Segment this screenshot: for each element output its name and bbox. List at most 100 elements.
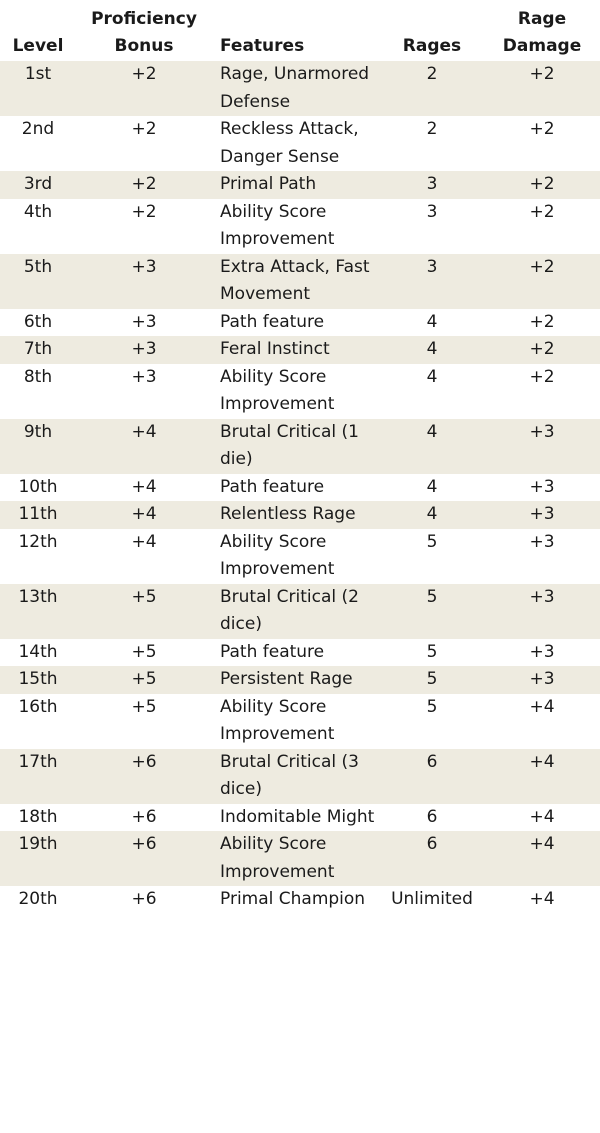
cell-proficiency-bonus: +5 bbox=[76, 583, 212, 639]
cell-proficiency-bonus: +2 bbox=[131, 201, 157, 222]
cell-rage-damage: +2 bbox=[529, 119, 555, 139]
table-row: 5th +3 Extra Attack, Fast Movement 3 +2 bbox=[0, 253, 600, 309]
cell-features: Relentless Rage bbox=[212, 501, 380, 529]
cell-features: Brutal Critical (3 dice) bbox=[212, 748, 380, 804]
cell-proficiency-bonus: +2 bbox=[76, 171, 212, 199]
cell-rages: 3 bbox=[426, 201, 438, 222]
cell-features: Indomitable Might bbox=[220, 806, 375, 827]
cell-features: Brutal Critical (1 die) bbox=[212, 418, 380, 474]
table-row: 11th +4 Relentless Rage 4 +3 bbox=[0, 501, 600, 529]
cell-features: Ability Score Improvement bbox=[220, 696, 335, 745]
cell-proficiency-bonus: +4 bbox=[131, 476, 157, 497]
cell-rage-damage: +3 bbox=[484, 666, 600, 694]
cell-rage-damage: +3 bbox=[529, 641, 555, 662]
cell-proficiency-bonus: +6 bbox=[76, 748, 212, 804]
table-row: 1st +2 Rage, Unarmored Defense 2 +2 bbox=[0, 61, 600, 116]
cell-level: 2nd bbox=[21, 119, 55, 139]
table-row: 14th +5 Path feature 5 +3 bbox=[0, 639, 600, 667]
cell-rage-damage: +2 bbox=[484, 61, 600, 116]
table-row: 4th +2 Ability Score Improvement 3 +2 bbox=[0, 199, 600, 254]
cell-rages: 6 bbox=[426, 806, 438, 827]
header-row: Level Proficiency Bonus Features Rages R… bbox=[0, 0, 600, 61]
cell-features: Ability Score Improvement bbox=[220, 531, 335, 580]
cell-proficiency-bonus: +5 bbox=[76, 666, 212, 694]
cell-proficiency-bonus: +6 bbox=[131, 889, 157, 909]
cell-features: Feral Instinct bbox=[212, 336, 380, 364]
cell-level: 11th bbox=[0, 501, 76, 529]
cell-features: Primal Champion bbox=[220, 889, 366, 909]
cell-level: 7th bbox=[0, 336, 76, 364]
cell-level: 6th bbox=[23, 311, 53, 332]
header-rage-damage: Rage Damage bbox=[502, 9, 582, 56]
cell-level: 18th bbox=[18, 806, 58, 827]
cell-level: 20th bbox=[18, 889, 58, 909]
cell-rage-damage: +4 bbox=[484, 831, 600, 886]
cell-features: Brutal Critical (2 dice) bbox=[212, 583, 380, 639]
cell-proficiency-bonus: +3 bbox=[76, 336, 212, 364]
table-row: 6th +3 Path feature 4 +2 bbox=[0, 309, 600, 337]
cell-level: 8th bbox=[23, 366, 53, 387]
cell-rages: 4 bbox=[426, 366, 438, 387]
table-body: 1st +2 Rage, Unarmored Defense 2 +2 2nd +2 Reck… bbox=[0, 61, 600, 914]
cell-rage-damage: +3 bbox=[529, 476, 555, 497]
header-rages: Rages bbox=[402, 36, 462, 56]
cell-rages: 4 bbox=[426, 476, 438, 497]
table-row: 13th +5 Brutal Critical (2 dice) 5 +3 bbox=[0, 583, 600, 639]
cell-proficiency-bonus: +4 bbox=[131, 531, 157, 552]
table-row: 18th +6 Indomitable Might 6 +4 bbox=[0, 804, 600, 832]
cell-proficiency-bonus: +5 bbox=[131, 696, 157, 717]
cell-proficiency-bonus: +4 bbox=[76, 501, 212, 529]
cell-features: Ability Score Improvement bbox=[220, 201, 335, 250]
cell-level: 3rd bbox=[0, 171, 76, 199]
cell-rage-damage: +2 bbox=[484, 171, 600, 199]
cell-rages: 2 bbox=[426, 119, 438, 139]
cell-rages: 6 bbox=[380, 831, 484, 886]
cell-proficiency-bonus: +6 bbox=[131, 806, 157, 827]
cell-rages: 5 bbox=[380, 583, 484, 639]
cell-rages: 3 bbox=[380, 171, 484, 199]
cell-features: Path feature bbox=[220, 311, 325, 332]
cell-rage-damage: +3 bbox=[484, 583, 600, 639]
cell-rages: 5 bbox=[380, 666, 484, 694]
cell-level: 12th bbox=[18, 531, 58, 552]
cell-level: 9th bbox=[0, 418, 76, 474]
cell-rage-damage: +2 bbox=[529, 311, 555, 332]
cell-proficiency-bonus: +6 bbox=[76, 831, 212, 886]
table-row: 8th +3 Ability Score Improvement 4 +2 bbox=[0, 364, 600, 419]
cell-level: 10th bbox=[18, 476, 58, 497]
cell-level: 4th bbox=[23, 201, 53, 222]
cell-rages: 6 bbox=[380, 748, 484, 804]
cell-rages: 5 bbox=[426, 531, 438, 552]
table-row: 12th +4 Ability Score Improvement 5 +3 bbox=[0, 529, 600, 584]
cell-proficiency-bonus: +3 bbox=[76, 253, 212, 309]
table-row: 20th +6 Primal Champion Unlimited +4 bbox=[0, 886, 600, 914]
cell-rage-damage: +4 bbox=[529, 696, 555, 717]
table-row: 17th +6 Brutal Critical (3 dice) 6 +4 bbox=[0, 748, 600, 804]
cell-rage-damage: +2 bbox=[484, 253, 600, 309]
table-row: 3rd +2 Primal Path 3 +2 bbox=[0, 171, 600, 199]
cell-rage-damage: +4 bbox=[484, 748, 600, 804]
table-row: 7th +3 Feral Instinct 4 +2 bbox=[0, 336, 600, 364]
cell-rage-damage: +4 bbox=[529, 806, 555, 827]
cell-level: 13th bbox=[0, 583, 76, 639]
cell-level: 16th bbox=[18, 696, 58, 717]
cell-features: Path feature bbox=[220, 641, 325, 662]
table-row: 2nd +2 Reckless Attack, Danger Sense 2 +2 bbox=[0, 116, 600, 171]
cell-features: Reckless Attack, Danger Sense bbox=[220, 119, 359, 167]
cell-proficiency-bonus: +5 bbox=[131, 641, 157, 662]
cell-rages: 5 bbox=[426, 641, 438, 662]
cell-features: Path feature bbox=[220, 476, 325, 497]
cell-proficiency-bonus: +3 bbox=[131, 311, 157, 332]
cell-features: Ability Score Improvement bbox=[212, 831, 380, 886]
table-row: 15th +5 Persistent Rage 5 +3 bbox=[0, 666, 600, 694]
cell-rages: 4 bbox=[380, 336, 484, 364]
header-level: Level bbox=[12, 36, 64, 56]
cell-features: Rage, Unarmored Defense bbox=[212, 61, 380, 116]
cell-features: Persistent Rage bbox=[212, 666, 380, 694]
cell-level: 5th bbox=[0, 253, 76, 309]
cell-rage-damage: +3 bbox=[484, 418, 600, 474]
header-proficiency-bonus: Proficiency Bonus bbox=[91, 9, 197, 56]
cell-rage-damage: +4 bbox=[529, 889, 555, 909]
cell-features: Ability Score Improvement bbox=[220, 366, 335, 415]
cell-rage-damage: +2 bbox=[529, 366, 555, 387]
